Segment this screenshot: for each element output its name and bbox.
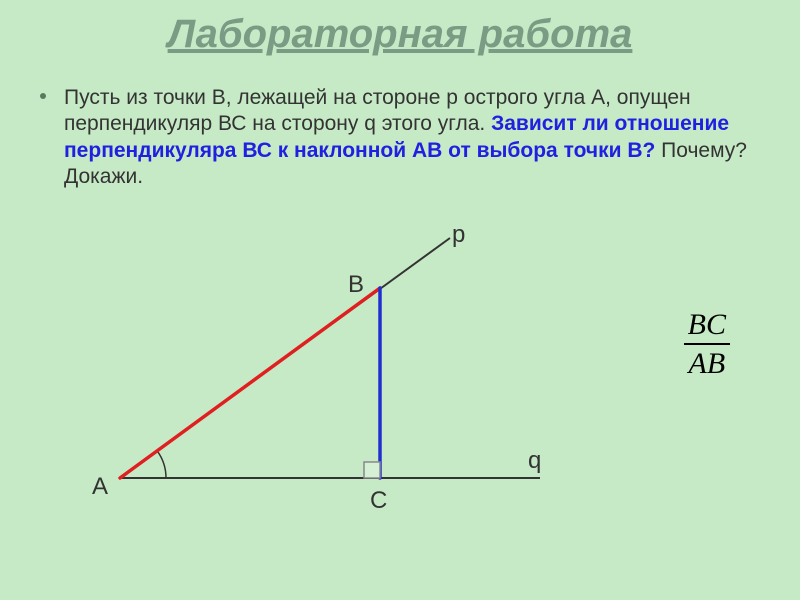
diagram-area: А В Ср q BC AB bbox=[40, 198, 760, 528]
formula-denominator: AB bbox=[684, 345, 730, 380]
svg-text:А: А bbox=[92, 473, 108, 500]
svg-text:С: С bbox=[370, 487, 387, 514]
svg-text:р: р bbox=[452, 221, 465, 248]
ratio-formula: BC AB bbox=[684, 308, 730, 380]
svg-text:q: q bbox=[528, 447, 541, 474]
geometry-diagram: А В Ср q bbox=[80, 198, 560, 518]
formula-numerator: BC bbox=[684, 308, 730, 345]
problem-text: Пусть из точки В, лежащей на стороне р о… bbox=[40, 85, 760, 190]
bullet-icon bbox=[40, 93, 46, 99]
svg-text:В: В bbox=[348, 271, 364, 298]
page-title: Лабораторная работа bbox=[40, 12, 760, 57]
